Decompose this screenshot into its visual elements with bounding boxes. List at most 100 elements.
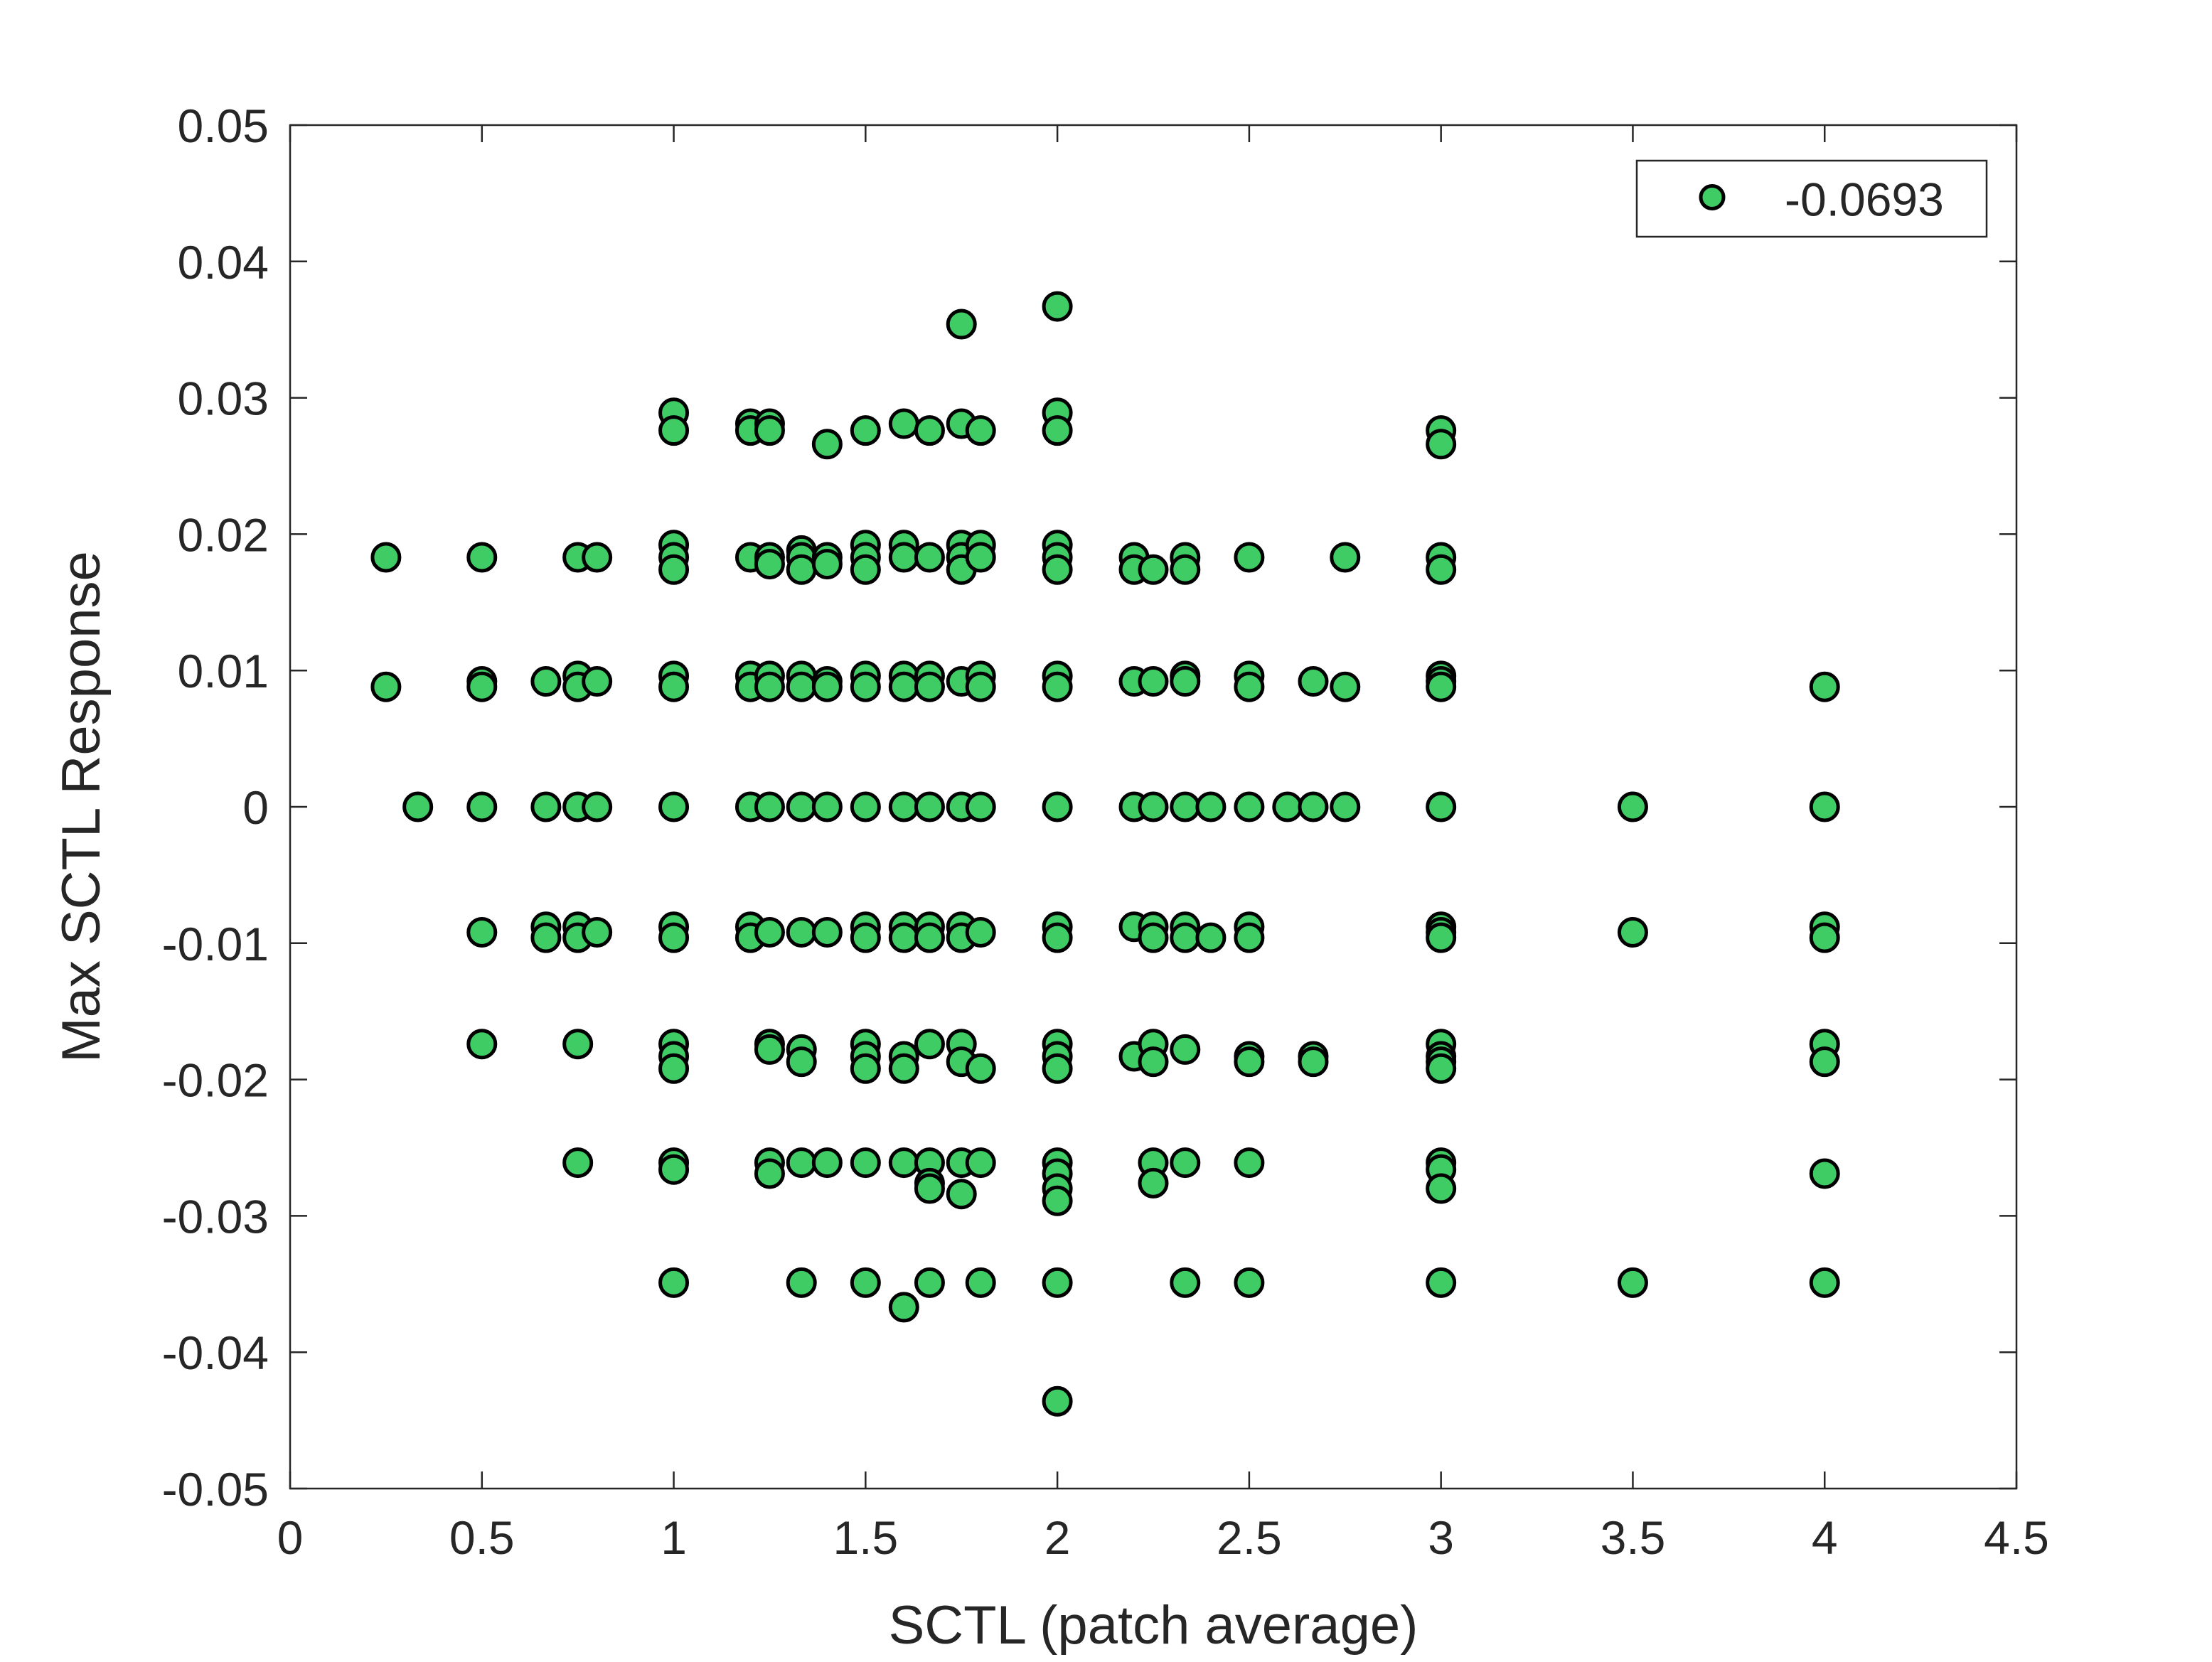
scatter-point — [1042, 1053, 1073, 1084]
scatter-point — [888, 542, 919, 573]
scatter-point — [1809, 791, 1840, 822]
scatter-point — [1234, 1147, 1265, 1179]
y-tick-label: 0.05 — [178, 100, 269, 152]
scatter-point — [888, 1292, 919, 1323]
scatter-point — [1042, 922, 1073, 953]
y-tick-label: -0.01 — [162, 918, 269, 970]
scatter-point — [946, 309, 977, 340]
scatter-point — [1170, 791, 1201, 822]
scatter-point — [1234, 542, 1265, 573]
scatter-point — [1426, 922, 1457, 953]
scatter-point — [850, 554, 881, 585]
scatter-point — [1809, 1046, 1840, 1078]
scatter-point — [1809, 671, 1840, 702]
scatter-point — [1234, 1267, 1265, 1298]
scatter-point — [658, 922, 690, 953]
x-tick-label: 3.5 — [1601, 1511, 1666, 1564]
points-layer — [370, 291, 1840, 1417]
scatter-point — [850, 1053, 881, 1084]
scatter-point — [658, 791, 690, 822]
x-tick-label: 0 — [277, 1511, 304, 1564]
x-tick-label: 4.5 — [1984, 1511, 2049, 1564]
scatter-point — [965, 916, 996, 948]
scatter-point — [1042, 1267, 1073, 1298]
scatter-point — [1234, 1046, 1265, 1078]
scatter-point — [1042, 1385, 1073, 1417]
scatter-point — [786, 1046, 817, 1078]
scatter-point — [1170, 666, 1201, 697]
scatter-point — [1272, 791, 1303, 822]
scatter-point — [1170, 1267, 1201, 1298]
scatter-point — [811, 549, 843, 580]
scatter-point — [658, 554, 690, 585]
scatter-point — [914, 671, 945, 702]
scatter-point — [1170, 1034, 1201, 1065]
scatter-point — [754, 916, 785, 948]
scatter-point — [754, 1158, 785, 1189]
scatter-point — [965, 1267, 996, 1298]
y-tick-label: -0.02 — [162, 1054, 269, 1107]
scatter-point — [850, 791, 881, 822]
x-tick-label: 3 — [1428, 1511, 1454, 1564]
scatter-point — [370, 671, 402, 702]
scatter-point — [965, 671, 996, 702]
scatter-point — [1330, 542, 1361, 573]
scatter-point — [965, 1053, 996, 1084]
scatter-point — [1170, 922, 1201, 953]
scatter-point — [754, 415, 785, 446]
scatter-point — [1170, 554, 1201, 585]
scatter-point — [914, 415, 945, 446]
scatter-point — [850, 415, 881, 446]
scatter-point — [850, 1147, 881, 1179]
scatter-point — [786, 554, 817, 585]
scatter-point — [466, 916, 498, 948]
scatter-point — [1330, 671, 1361, 702]
scatter-point — [754, 791, 785, 822]
scatter-point — [582, 542, 613, 573]
scatter-point — [946, 1179, 977, 1210]
scatter-point — [1042, 554, 1073, 585]
axes-box — [289, 124, 2018, 1490]
scatter-point — [1195, 791, 1227, 822]
x-tick-label: 2 — [1044, 1511, 1071, 1564]
scatter-point — [888, 1053, 919, 1084]
scatter-point — [914, 1267, 945, 1298]
scatter-point — [402, 791, 434, 822]
scatter-point — [1195, 922, 1227, 953]
scatter-point — [850, 671, 881, 702]
scatter-point — [914, 542, 945, 573]
scatter-point — [1234, 922, 1265, 953]
scatter-point — [811, 916, 843, 948]
scatter-point — [466, 542, 498, 573]
scatter-point — [658, 1053, 690, 1084]
scatter-point — [1426, 1173, 1457, 1204]
scatter-point — [888, 671, 919, 702]
scatter-point — [786, 916, 817, 948]
scatter-point — [888, 922, 919, 953]
scatter-point — [1298, 666, 1329, 697]
scatter-point — [811, 1147, 843, 1179]
scatter-point — [582, 791, 613, 822]
scatter-point — [888, 1147, 919, 1179]
scatter-point — [1298, 791, 1329, 822]
scatter-point — [1042, 1185, 1073, 1216]
scatter-point — [1617, 1267, 1648, 1298]
scatter-point — [1426, 429, 1457, 460]
legend-label: -0.0693 — [1785, 173, 1944, 226]
scatter-point — [811, 791, 843, 822]
scatter-point — [1809, 922, 1840, 953]
scatter-point — [1809, 1158, 1840, 1189]
scatter-point — [1617, 916, 1648, 948]
scatter-point — [914, 1029, 945, 1060]
scatter-point — [786, 1147, 817, 1179]
scatter-point — [530, 922, 562, 953]
scatter-point — [754, 671, 785, 702]
scatter-point — [658, 1154, 690, 1185]
scatter-point — [1138, 1167, 1169, 1199]
scatter-point — [754, 1034, 785, 1065]
scatter-point — [370, 542, 402, 573]
ticks-layer: 0 0.5 1 1.5 2 2.5 3 3.5 4 4.5 0.05 0.04 0.03 0.02 0.01… — [162, 100, 2049, 1564]
scatter-point — [1138, 666, 1169, 697]
scatter-point — [1426, 554, 1457, 585]
